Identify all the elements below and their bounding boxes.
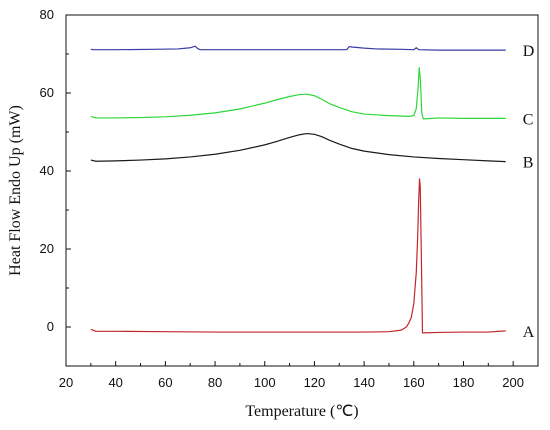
series-label-c: C xyxy=(523,111,534,128)
y-axis-title: Heat Flow Endo Up (mW) xyxy=(7,105,24,276)
series-label-b: B xyxy=(523,155,534,172)
plot-lines xyxy=(90,45,506,334)
series-line-b xyxy=(90,132,506,163)
x-tick-label: 120 xyxy=(304,375,326,390)
series-label-d: D xyxy=(523,43,535,60)
y-tick-label: 60 xyxy=(40,85,54,100)
x-tick-label: 140 xyxy=(353,375,375,390)
plot-frame xyxy=(65,14,539,367)
y-tick-label: 0 xyxy=(47,319,54,334)
y-tick-label: 40 xyxy=(40,163,54,178)
series-line-c xyxy=(90,67,506,120)
y-tick-label: 20 xyxy=(40,241,54,256)
x-tick-label: 40 xyxy=(108,375,122,390)
x-tick-label: 80 xyxy=(208,375,222,390)
series-label-a: A xyxy=(523,324,535,341)
x-tick-label: 20 xyxy=(59,375,73,390)
x-axis-ticks: 20 40 60 80 100 120 140 160 180 200 xyxy=(59,361,524,390)
x-tick-label: 160 xyxy=(403,375,425,390)
x-tick-label: 100 xyxy=(254,375,276,390)
y-tick-label: 80 xyxy=(40,7,54,22)
series-labels: A B C D xyxy=(523,43,535,341)
x-tick-label: 200 xyxy=(502,375,524,390)
x-tick-label: 60 xyxy=(158,375,172,390)
series-line-d xyxy=(90,45,506,51)
x-axis-title: Temperature (℃) xyxy=(245,403,358,420)
y-axis-ticks: 0 20 40 60 80 xyxy=(40,7,71,367)
x-tick-label: 180 xyxy=(453,375,475,390)
series-line-a xyxy=(90,178,506,334)
